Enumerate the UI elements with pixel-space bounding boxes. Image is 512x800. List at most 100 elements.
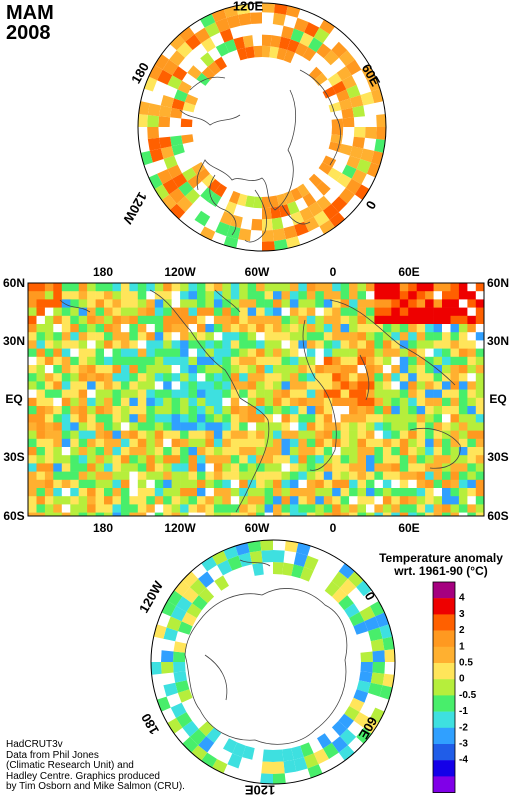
anomaly-cell (366, 324, 375, 333)
anomaly-cell (433, 315, 443, 325)
anomaly-cell (87, 438, 96, 448)
anomaly-cell (349, 324, 358, 333)
anomaly-cell (289, 488, 299, 497)
anomaly-cell (256, 422, 265, 431)
anomaly-cell (247, 455, 257, 464)
anomaly-cell (53, 307, 63, 317)
anomaly-cell (188, 373, 198, 382)
anomaly-cell (28, 340, 37, 349)
anomaly-cell (137, 307, 147, 317)
anomaly-cell (256, 348, 265, 358)
anomaly-cell (154, 422, 164, 431)
anomaly-cell (374, 373, 384, 382)
anomaly-cell (171, 143, 185, 156)
anomaly-cell (331, 196, 348, 213)
anomaly-cell (458, 430, 468, 440)
anomaly-cell (475, 389, 484, 399)
anomaly-cell (416, 283, 426, 292)
anomaly-cell (357, 422, 367, 431)
anomaly-cell (338, 713, 354, 729)
anomaly-cell (425, 406, 434, 415)
anomaly-cell (70, 299, 80, 308)
anomaly-cell (36, 291, 46, 300)
anomaly-cell (95, 471, 105, 481)
anomaly-cell (160, 95, 175, 108)
anomaly-cell (347, 569, 366, 588)
anomaly-cell (137, 365, 147, 374)
anomaly-cell (306, 488, 316, 497)
anomaly-cell (289, 479, 299, 489)
anomaly-cell (120, 373, 130, 382)
anomaly-cell (205, 406, 215, 415)
anomaly-cell (44, 307, 54, 317)
anomaly-cell (53, 471, 63, 481)
anomaly-cell (264, 348, 274, 358)
anomaly-cell (289, 299, 299, 308)
anomaly-cell (374, 455, 384, 464)
anomaly-cell (180, 118, 193, 127)
anomaly-cell (222, 389, 232, 399)
anomaly-cell (104, 430, 113, 440)
anomaly-cell (163, 438, 172, 448)
anomaly-cell (137, 283, 147, 292)
anomaly-cell (256, 291, 265, 300)
anomaly-cell (349, 496, 358, 505)
anomaly-cell (197, 315, 206, 325)
anomaly-cell (171, 397, 181, 407)
anomaly-cell (382, 299, 392, 308)
anomaly-cell (213, 463, 223, 472)
anomaly-cell (264, 315, 274, 325)
anomaly-cell (322, 204, 339, 220)
anomaly-cell (147, 115, 159, 127)
anomaly-cell (129, 471, 139, 481)
anomaly-cell (171, 381, 181, 390)
anomaly-cell (332, 373, 341, 382)
anomaly-cell (399, 422, 409, 431)
anomaly-cell (332, 307, 341, 317)
anomaly-cell (391, 488, 401, 497)
anomaly-cell (180, 496, 189, 505)
anomaly-cell (442, 455, 451, 464)
anomaly-cell (315, 373, 325, 382)
anomaly-cell (44, 512, 54, 516)
anomaly-cell (364, 616, 380, 632)
anomaly-cell (382, 414, 392, 423)
anomaly-cell (357, 455, 367, 464)
anomaly-cell (450, 356, 460, 366)
anomaly-cell (163, 365, 172, 374)
anomaly-cell (170, 606, 187, 622)
anomaly-cell (104, 389, 113, 399)
anomaly-cell (475, 356, 484, 366)
anomaly-cell (87, 324, 96, 333)
anomaly-cell (349, 397, 358, 407)
anomaly-cell (323, 291, 333, 300)
anomaly-cell (450, 340, 460, 349)
anomaly-cell (256, 373, 265, 382)
right-latitude-label: 60N (487, 276, 509, 290)
anomaly-cell (104, 381, 113, 390)
anomaly-cell (129, 373, 139, 382)
anomaly-cell (416, 479, 426, 489)
anomaly-cell (391, 389, 401, 399)
anomaly-cell (217, 559, 233, 576)
anomaly-cell (433, 348, 443, 358)
anomaly-cell (374, 315, 384, 325)
anomaly-cell (146, 422, 156, 431)
anomaly-cell (182, 587, 199, 604)
top-longitude-label: 60W (245, 265, 270, 279)
anomaly-cell (399, 340, 409, 349)
anomaly-cell (264, 340, 274, 349)
anomaly-cell (157, 69, 173, 85)
anomaly-cell (78, 299, 88, 308)
anomaly-cell (273, 291, 282, 300)
anomaly-cell (270, 35, 282, 48)
anomaly-cell (408, 373, 417, 382)
anomaly-cell (104, 307, 113, 317)
anomaly-cell (306, 307, 316, 317)
anomaly-cell (450, 504, 460, 513)
anomaly-cell (450, 389, 460, 399)
anomaly-cell (53, 430, 63, 440)
anomaly-cell (36, 504, 46, 513)
